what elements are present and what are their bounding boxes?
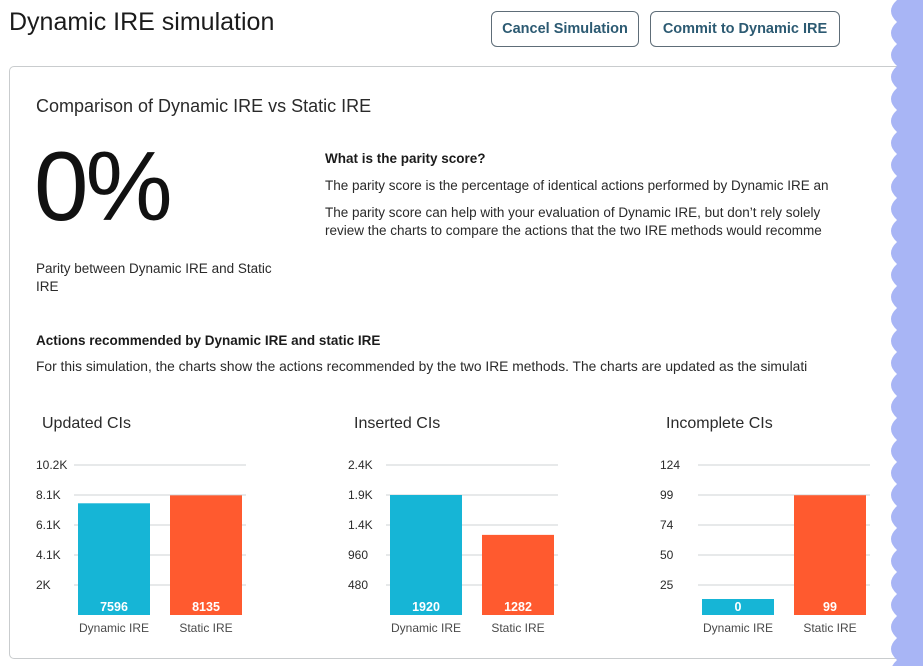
y-tick-label: 50 bbox=[660, 548, 674, 562]
y-tick-label: 74 bbox=[660, 518, 674, 532]
y-tick-label: 480 bbox=[348, 578, 368, 592]
bar-static-ire[interactable] bbox=[794, 495, 866, 615]
bar-value-label: 0 bbox=[735, 600, 742, 614]
bar-static-ire[interactable] bbox=[482, 534, 554, 615]
incomplete-cis-chart: Incomplete CIs 25 50 74 99 124 0 Dynamic IRE 99… bbox=[660, 407, 908, 637]
torn-edge-decoration bbox=[891, 0, 923, 666]
bar-dynamic-ire[interactable] bbox=[702, 599, 774, 615]
updated-cis-chart-svg: 2K 4.1K 6.1K 8.1K 10.2K 7596 Dynamic IRE 8135 St… bbox=[36, 458, 246, 635]
bar-value-label: 99 bbox=[823, 600, 837, 614]
x-category-label: Dynamic IRE bbox=[391, 621, 461, 635]
x-category-label: Static IRE bbox=[179, 621, 232, 635]
x-category-label: Dynamic IRE bbox=[79, 621, 149, 635]
y-tick-label: 6.1K bbox=[36, 518, 61, 532]
chart-title: Incomplete CIs bbox=[666, 415, 773, 432]
bar-value-label: 1920 bbox=[412, 600, 440, 614]
y-tick-label: 2.4K bbox=[348, 458, 373, 472]
y-tick-label: 99 bbox=[660, 488, 674, 502]
actions-description: For this simulation, the charts show the… bbox=[36, 359, 808, 374]
parity-faq-text: The parity score is the percentage of id… bbox=[325, 178, 829, 193]
updated-cis-chart: Updated CIs 2K 4.1K 6.1K 8.1K 10.2K 7596 Dynam… bbox=[36, 407, 286, 637]
x-category-label: Dynamic IRE bbox=[703, 621, 773, 635]
bar-value-label: 8135 bbox=[192, 600, 220, 614]
y-tick-label: 1.4K bbox=[348, 518, 373, 532]
chart-title: Updated CIs bbox=[42, 415, 131, 432]
card-title: Comparison of Dynamic IRE vs Static IRE bbox=[36, 96, 372, 116]
bar-value-label: 1282 bbox=[504, 600, 532, 614]
parity-score-value: 0% bbox=[34, 131, 173, 241]
inserted-cis-chart-svg: 480 960 1.4K 1.9K 2.4K 1920 Dynamic IRE 1282 Sta… bbox=[348, 458, 558, 635]
torn-edge-shape bbox=[891, 0, 923, 666]
parity-score-caption: Parity between Dynamic IRE and Static IR… bbox=[36, 261, 272, 294]
y-tick-label: 8.1K bbox=[36, 488, 61, 502]
y-tick-label: 25 bbox=[660, 578, 674, 592]
commit-to-dynamic-ire-button[interactable]: Commit to Dynamic IRE bbox=[650, 11, 840, 47]
cancel-simulation-button[interactable]: Cancel Simulation bbox=[491, 11, 639, 47]
parity-faq-text: The parity score can help with your eval… bbox=[325, 205, 821, 220]
incomplete-cis-chart-svg: 25 50 74 99 124 0 Dynamic IRE 99 Static IRE bbox=[660, 458, 870, 635]
y-tick-label: 960 bbox=[348, 548, 368, 562]
y-tick-label: 1.9K bbox=[348, 488, 373, 502]
page-title: Dynamic IRE simulation bbox=[9, 8, 275, 36]
bar-static-ire[interactable] bbox=[170, 495, 242, 615]
y-tick-label: 2K bbox=[36, 578, 51, 592]
parity-faq-heading: What is the parity score? bbox=[325, 151, 486, 166]
parity-faq-text: review the charts to compare the actions… bbox=[325, 223, 822, 238]
x-category-label: Static IRE bbox=[491, 621, 544, 635]
bar-value-label: 7596 bbox=[100, 600, 128, 614]
y-tick-label: 10.2K bbox=[36, 458, 67, 472]
bar-dynamic-ire[interactable] bbox=[390, 495, 462, 615]
bar-dynamic-ire[interactable] bbox=[78, 503, 150, 615]
y-tick-label: 124 bbox=[660, 458, 680, 472]
chart-title: Inserted CIs bbox=[354, 415, 441, 432]
y-tick-label: 4.1K bbox=[36, 548, 61, 562]
inserted-cis-chart: Inserted CIs 480 960 1.4K 1.9K 2.4K 1920 Dynam… bbox=[348, 407, 598, 637]
x-category-label: Static IRE bbox=[803, 621, 856, 635]
actions-heading: Actions recommended by Dynamic IRE and s… bbox=[36, 333, 381, 348]
comparison-card: Comparison of Dynamic IRE vs Static IRE … bbox=[9, 66, 909, 659]
